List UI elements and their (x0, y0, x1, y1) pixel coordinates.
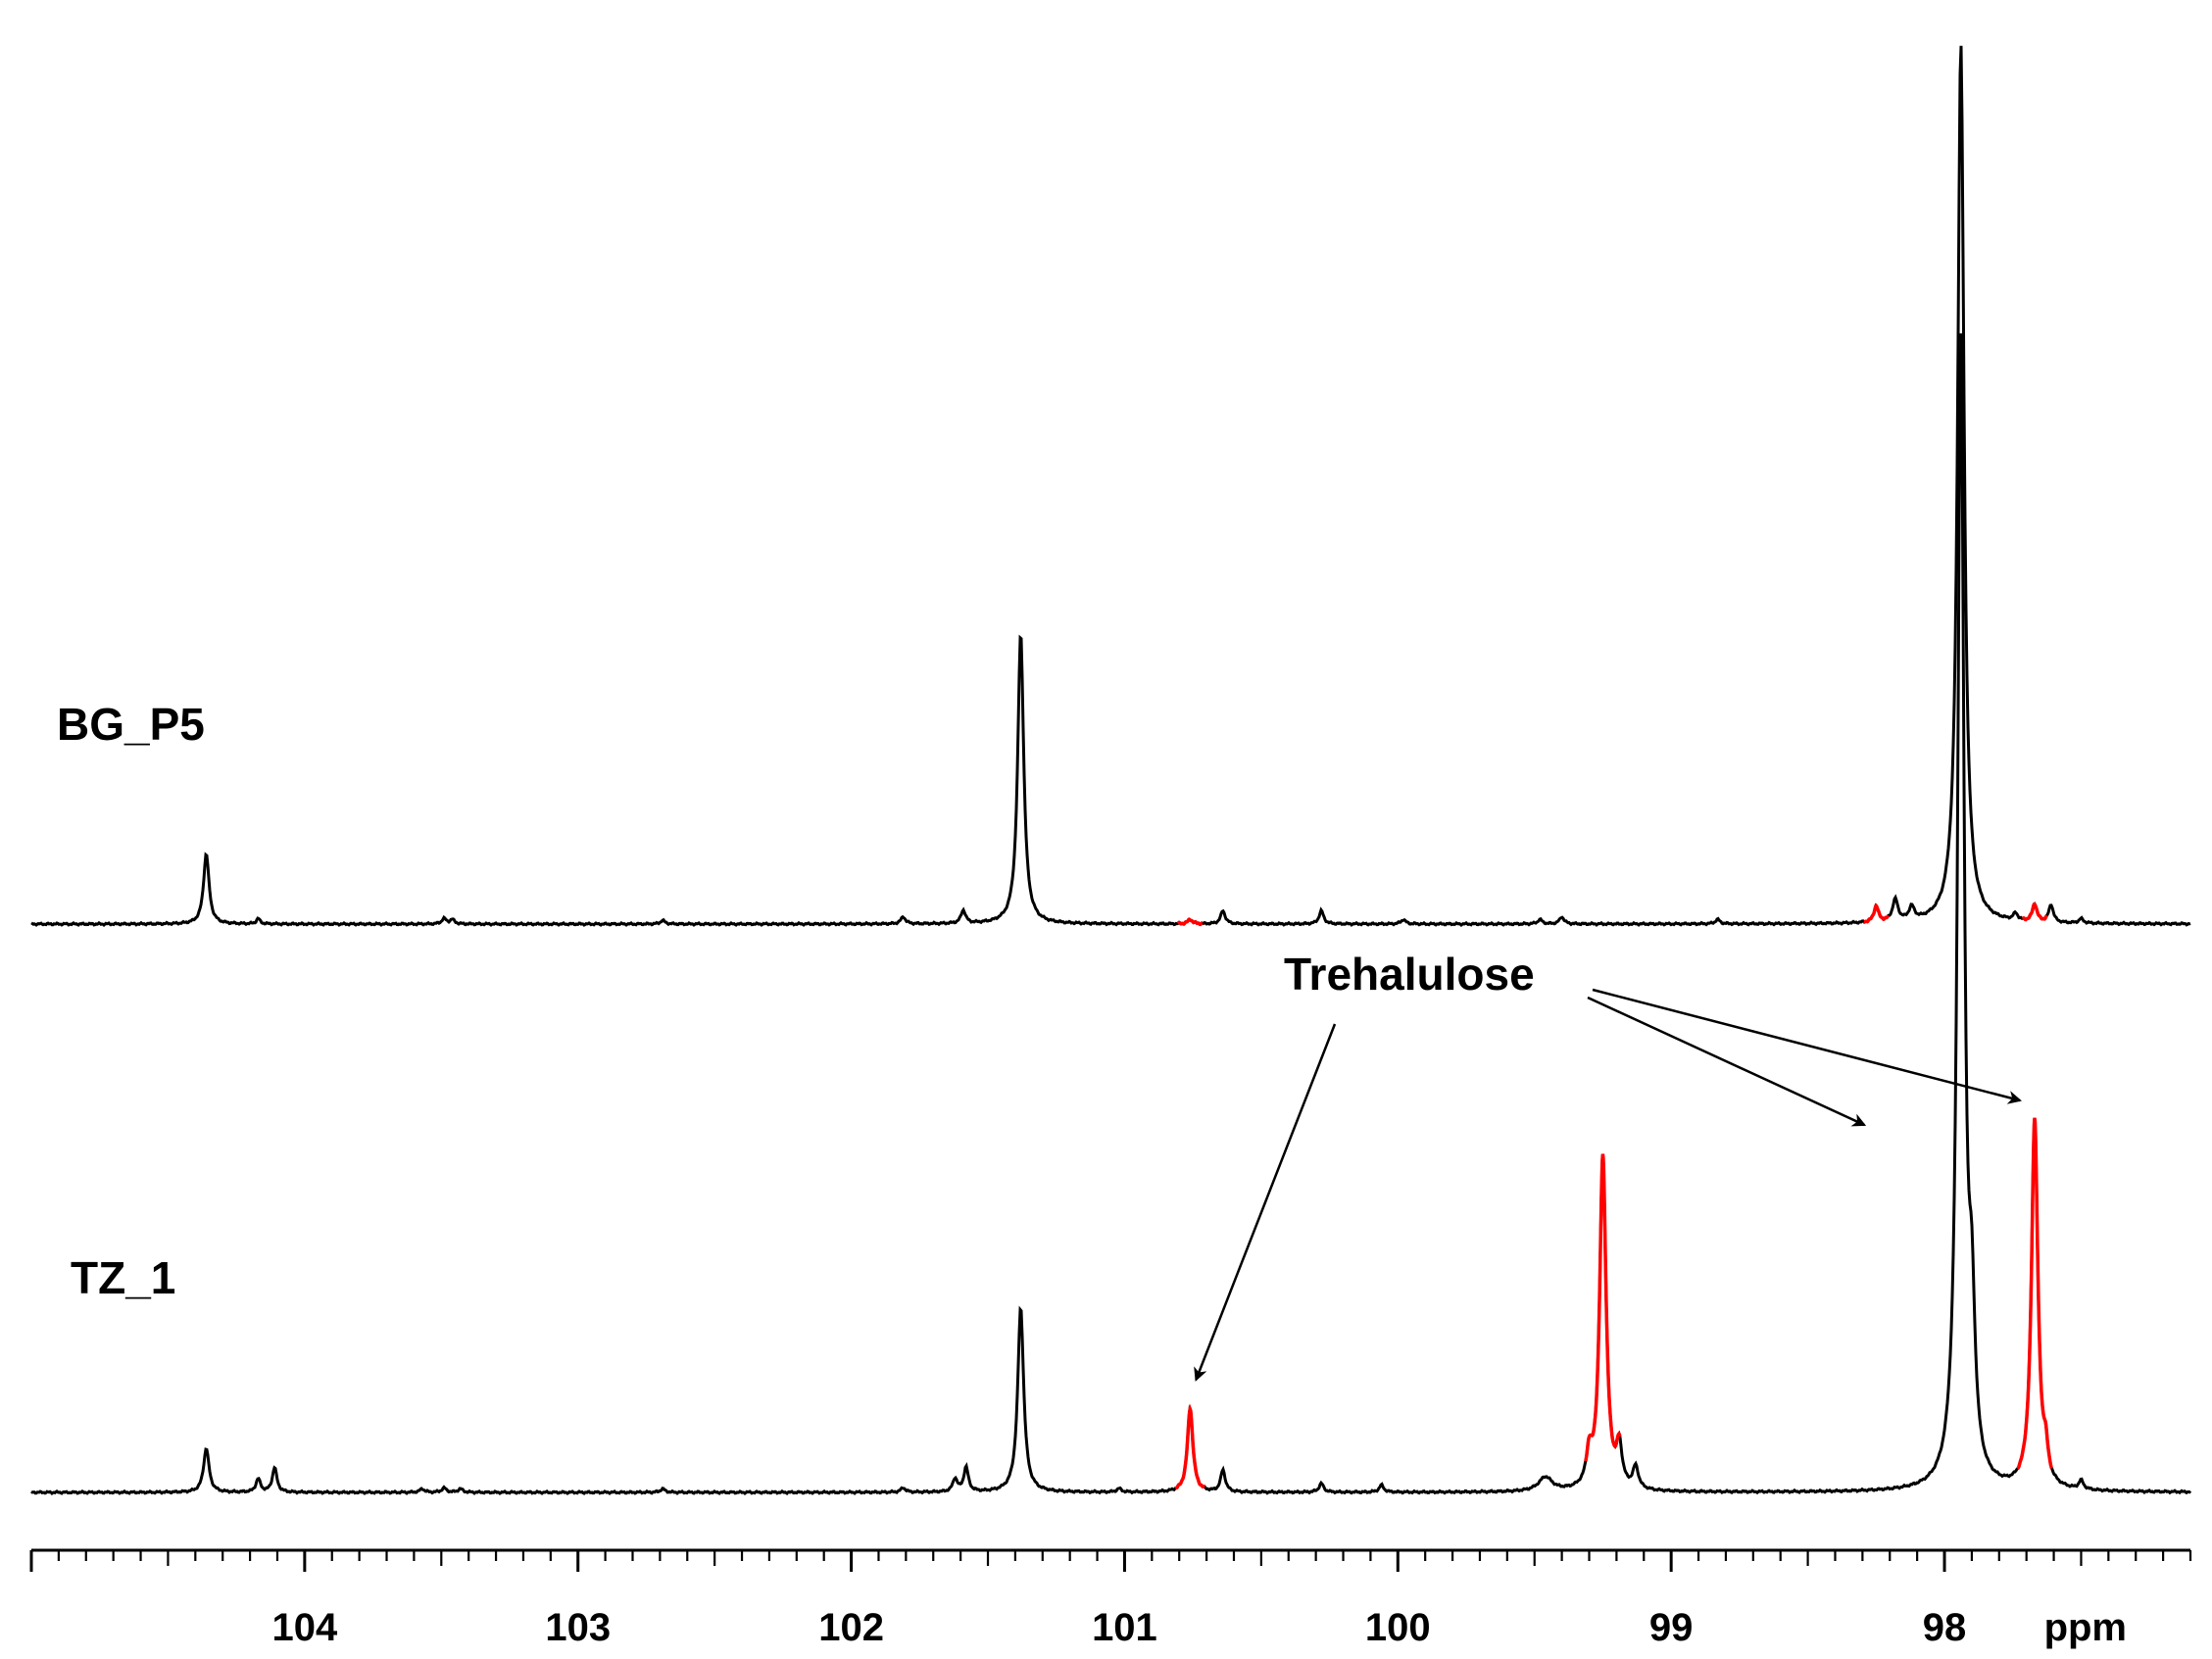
x-tick-label: 98 (1923, 1606, 1967, 1649)
highlight-peak-100-76 (1174, 1403, 1206, 1490)
spectra-layer (30, 45, 2192, 1495)
x-tick-label: 104 (271, 1606, 337, 1649)
x-tick-label: 102 (818, 1606, 884, 1649)
spectrum-line (30, 333, 2192, 1495)
series-label-bg-p5: BG_P5 (57, 699, 205, 750)
series-bg-p5 (30, 45, 2191, 927)
highlight-peak-99-25 (1584, 1153, 1622, 1462)
annotation-arrow-3 (1592, 988, 2022, 1104)
x-axis: 104 103 102 101 100 99 98 (29, 1548, 2192, 1649)
annotation-arrow-2 (1587, 996, 1867, 1127)
highlight-peak-100-76 (1176, 917, 1204, 927)
x-tick-label: 101 (1092, 1606, 1157, 1649)
highlight-peak-97-67 (2021, 902, 2048, 922)
x-tick-label: 99 (1649, 1606, 1694, 1649)
annotation-layer (1194, 988, 2022, 1382)
x-unit-label: ppm (2044, 1606, 2127, 1649)
spectrum-line (30, 45, 2191, 927)
x-tick-label: 103 (545, 1606, 611, 1649)
annotation-arrow-1 (1194, 1023, 1337, 1382)
annotation-label-trehalulose: Trehalulose (1284, 949, 1535, 1000)
series-label-tz-1: TZ_1 (71, 1252, 175, 1303)
x-tick-label: 100 (1365, 1606, 1431, 1649)
series-tz-1 (30, 333, 2192, 1495)
highlight-peak-97-67 (2016, 1117, 2054, 1471)
highlight-peak-98-25 (1862, 903, 1891, 924)
